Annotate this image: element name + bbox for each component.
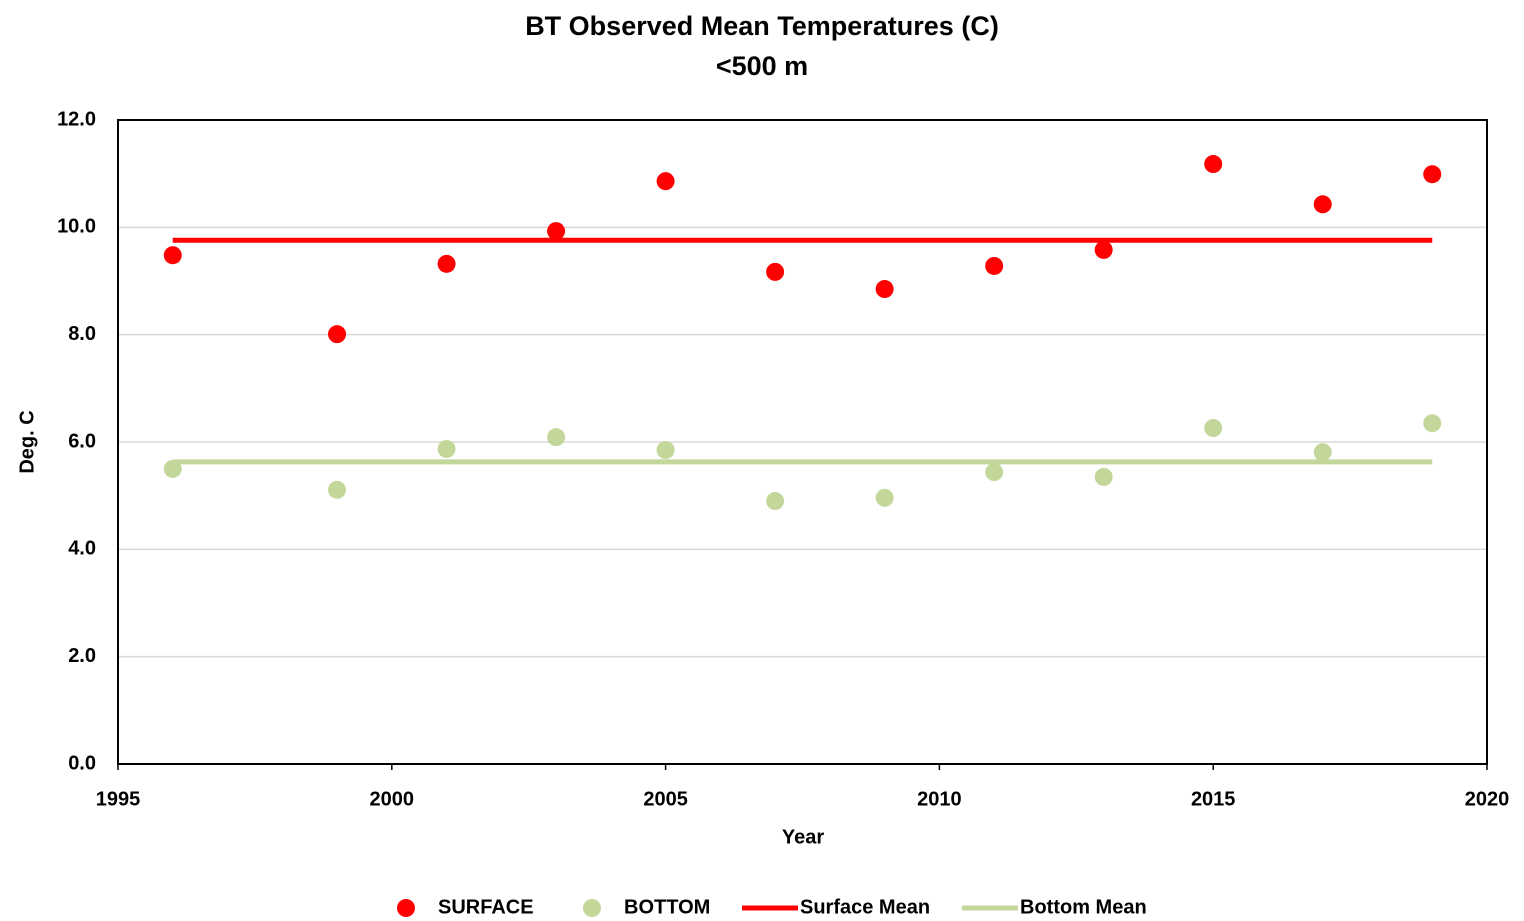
point — [656, 172, 675, 191]
point — [1204, 419, 1223, 438]
point — [1423, 414, 1442, 433]
point — [163, 246, 182, 265]
y-tick-label: 12.0 — [57, 108, 96, 130]
chart-title: BT Observed Mean Temperatures (C) — [525, 11, 999, 41]
legend-label: Bottom Mean — [1020, 896, 1147, 918]
point — [875, 280, 894, 299]
point — [766, 262, 785, 281]
point — [328, 480, 347, 499]
x-tick-label: 1995 — [96, 788, 141, 810]
point — [1313, 443, 1332, 462]
point — [985, 256, 1004, 275]
plot-frame — [117, 119, 1488, 765]
legend-label: BOTTOM — [624, 896, 710, 918]
x-tick-label: 2020 — [1465, 788, 1510, 810]
x-tick-label: 2000 — [370, 788, 415, 810]
x-tick-label: 2005 — [643, 788, 688, 810]
x-tick-label: 2010 — [917, 788, 962, 810]
y-tick-label: 4.0 — [68, 538, 96, 560]
point — [985, 463, 1004, 482]
point — [766, 492, 785, 511]
point — [437, 254, 456, 273]
point — [547, 222, 566, 241]
point — [328, 325, 347, 344]
legend-label: Surface Mean — [800, 896, 930, 918]
x-axis-title: Year — [782, 826, 824, 848]
x-tick-label: 2015 — [1191, 788, 1236, 810]
y-tick-label: 8.0 — [68, 323, 96, 345]
y-tick-label: 2.0 — [68, 645, 96, 667]
legend-swatch — [583, 899, 601, 917]
y-tick-label: 10.0 — [57, 216, 96, 238]
y-axis-title: Deg. C — [16, 410, 38, 473]
point — [875, 488, 894, 507]
point — [547, 428, 566, 447]
point — [1313, 195, 1332, 214]
legend-swatch — [397, 899, 415, 917]
point — [656, 441, 675, 460]
point — [1094, 467, 1113, 486]
point — [437, 439, 456, 458]
y-tick-label: 0.0 — [68, 752, 96, 774]
chart-subtitle: <500 m — [716, 51, 808, 81]
point — [1204, 155, 1223, 174]
point — [1423, 165, 1442, 184]
point — [1094, 240, 1113, 259]
legend-label: SURFACE — [438, 896, 534, 918]
y-tick-label: 6.0 — [68, 430, 96, 452]
